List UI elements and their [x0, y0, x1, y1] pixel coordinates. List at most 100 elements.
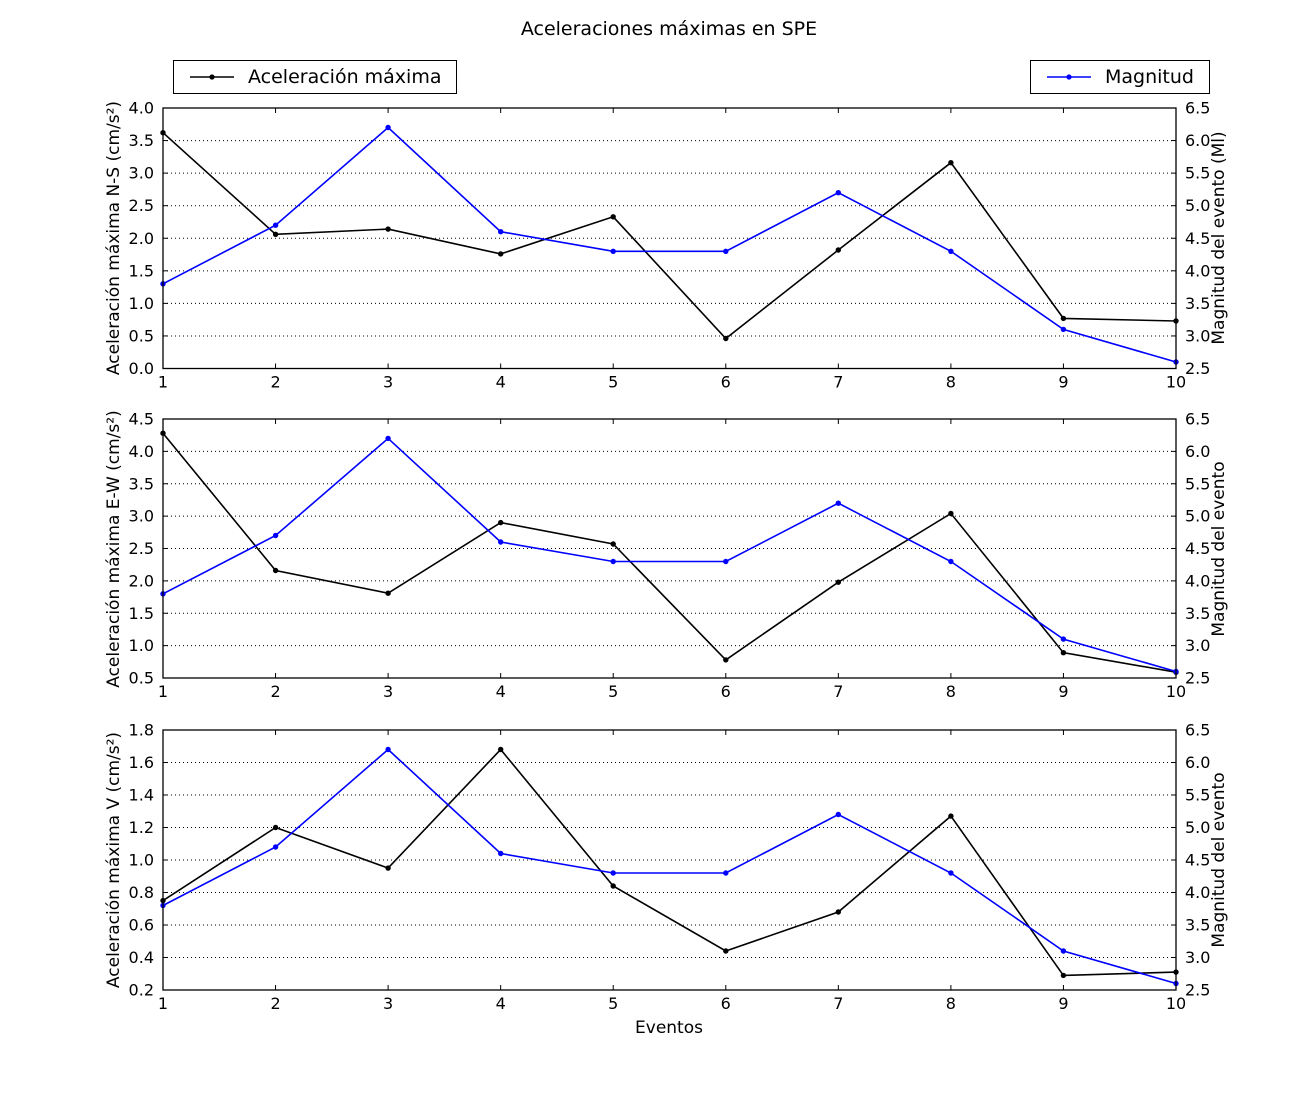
y-tick-label-left: 3.5	[129, 474, 154, 493]
y-tick-label-left: 0.2	[129, 981, 154, 1000]
data-point	[948, 160, 954, 166]
data-point	[610, 870, 616, 876]
data-point	[1060, 972, 1067, 979]
x-tick-label: 7	[833, 682, 843, 701]
data-point	[385, 746, 391, 753]
x-tick-label: 3	[383, 373, 393, 392]
y-tick-label-right: 2.5	[1185, 669, 1210, 688]
y-tick-label-right: 6.0	[1185, 753, 1210, 772]
data-point	[723, 558, 729, 565]
data-point	[723, 657, 729, 663]
x-tick-label: 9	[1058, 994, 1068, 1013]
y-tick-label-left: 1.6	[129, 753, 154, 772]
data-point	[498, 229, 504, 235]
y-tick-label-right: 5.5	[1185, 164, 1210, 183]
ylabel-right-magnitud-3: Magnitud del evento	[1209, 772, 1229, 948]
data-point	[835, 190, 841, 196]
data-point	[610, 558, 616, 565]
data-point	[1060, 326, 1067, 333]
ylabel-right-magnitud-ml: Magnitud del evento (Ml)	[1209, 131, 1229, 345]
subplot-2: 0.2 2.5 0.4 3.0 0.6 3.5 0.8 4.0 1.0 4.5 1.2 5.0 1.4 5…	[129, 721, 1211, 1014]
axes-frame	[162, 107, 1177, 370]
y-tick-label-left: 4.0	[129, 99, 154, 118]
data-point	[610, 214, 616, 220]
ylabel-left-v: Aceleración máxima V (cm/s²)	[104, 731, 124, 989]
y-tick-label-left: 2.5	[129, 539, 154, 558]
data-point	[610, 541, 616, 547]
y-tick-label-left: 1.0	[129, 294, 154, 313]
x-tick-label: 9	[1058, 373, 1068, 392]
y-tick-label-left: 1.8	[129, 721, 154, 740]
x-tick-label: 7	[833, 373, 843, 392]
data-point	[385, 590, 391, 596]
x-tick-label: 1	[158, 373, 168, 392]
ylabel-left-ew: Aceleración máxima E-W (cm/s²)	[104, 410, 124, 688]
data-point	[1060, 315, 1067, 322]
y-tick-label-left: 3.0	[129, 164, 154, 183]
ylabel-right-magnitud-2: Magnitud del evento	[1209, 461, 1229, 637]
x-tick-label: 10	[1166, 682, 1186, 701]
data-point	[498, 850, 504, 857]
y-tick-label-left: 1.4	[129, 786, 154, 805]
data-point	[1060, 650, 1067, 656]
data-point	[272, 567, 279, 574]
data-point	[1060, 636, 1067, 642]
x-tick-label: 7	[833, 994, 843, 1013]
data-point	[385, 865, 391, 871]
series-line-aceleracion	[162, 432, 1177, 673]
data-point	[948, 510, 954, 517]
y-tick-label-right: 3.0	[1185, 326, 1210, 345]
x-tick-label: 5	[608, 682, 618, 701]
y-tick-label-right: 3.5	[1185, 294, 1210, 313]
x-tick-label: 3	[383, 682, 393, 701]
data-point	[723, 870, 729, 876]
xlabel-eventos: Eventos	[635, 1018, 703, 1038]
ylabel-left-ns: Aceleración máxima N-S (cm/s²)	[104, 100, 124, 376]
y-tick-label-right: 6.0	[1185, 442, 1210, 461]
y-tick-label-right: 3.0	[1185, 636, 1210, 655]
x-tick-label: 4	[496, 994, 506, 1013]
x-tick-label: 8	[946, 994, 956, 1013]
y-tick-label-right: 6.5	[1185, 99, 1210, 118]
y-tick-label-left: 2.0	[129, 229, 154, 248]
y-tick-label-left: 1.2	[129, 818, 154, 837]
y-tick-label-right: 3.0	[1185, 948, 1210, 967]
y-tick-label-left: 3.5	[129, 131, 154, 150]
legend-aceleracion-label: Aceleración máxima	[248, 66, 442, 88]
x-tick-label: 4	[496, 373, 506, 392]
y-tick-label-left: 4.5	[129, 410, 154, 429]
x-tick-label: 6	[721, 682, 731, 701]
data-point	[948, 248, 954, 254]
y-tick-label-left: 0.5	[129, 669, 154, 688]
series-line-magnitud	[162, 437, 1177, 673]
y-tick-label-left: 0.0	[129, 359, 154, 378]
data-point	[272, 231, 279, 237]
data-point	[385, 435, 391, 442]
series-line-aceleracion	[162, 132, 1177, 340]
data-point	[610, 883, 616, 889]
axes-frame	[162, 729, 1177, 991]
y-tick-label-left: 0.5	[129, 326, 154, 345]
legend-aceleracion-maxima: Aceleración máxima	[173, 60, 458, 94]
x-tick-label: 4	[496, 682, 506, 701]
y-tick-label-right: 5.5	[1185, 474, 1210, 493]
y-tick-label-right: 2.5	[1185, 359, 1210, 378]
data-point	[948, 813, 954, 819]
data-point	[948, 870, 954, 876]
legend-magnitud: Magnitud	[1030, 60, 1210, 94]
data-point	[723, 248, 729, 254]
y-tick-label-right: 4.5	[1185, 229, 1210, 248]
x-tick-label: 2	[270, 373, 280, 392]
y-tick-label-right: 4.5	[1185, 851, 1210, 870]
y-tick-label-right: 5.0	[1185, 818, 1210, 837]
x-tick-label: 6	[721, 994, 731, 1013]
data-point	[272, 844, 279, 850]
data-point	[723, 948, 729, 954]
data-point	[498, 539, 504, 545]
y-tick-label-left: 0.8	[129, 883, 154, 902]
data-point	[498, 519, 504, 526]
x-tick-label: 6	[721, 373, 731, 392]
y-tick-label-left: 2.0	[129, 571, 154, 590]
x-tick-label: 9	[1058, 682, 1068, 701]
